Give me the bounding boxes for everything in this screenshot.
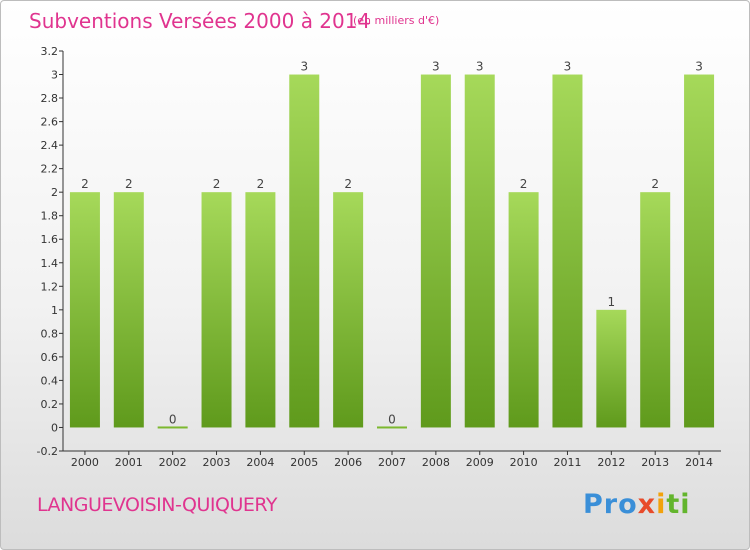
bar-2010 (508, 192, 539, 428)
bar-2002 (157, 426, 188, 429)
y-tick-label: 1.8 (41, 210, 59, 223)
bar-2003 (201, 192, 232, 428)
y-tick-label: -0.2 (37, 445, 58, 458)
bar-value-label: 3 (476, 60, 484, 74)
y-tick-label: 1.2 (41, 280, 59, 293)
logo-part-2: x (637, 489, 657, 520)
y-tick-label: 1.4 (41, 257, 59, 270)
y-tick-label: 2.8 (41, 92, 59, 105)
bar-value-label: 0 (388, 412, 396, 426)
y-tick-label: 0.6 (41, 351, 59, 364)
bar-2013 (640, 192, 671, 428)
bar-2007 (377, 426, 407, 429)
y-tick-label: 2.6 (41, 116, 59, 129)
x-tick-label: 2008 (422, 456, 450, 469)
bar-value-label: 3 (695, 60, 703, 74)
bar-2001 (113, 192, 144, 428)
y-tick-label: 0 (51, 421, 58, 434)
y-tick-label: 0.8 (41, 327, 59, 340)
bar-2014 (684, 74, 715, 428)
y-tick-label: 2.4 (41, 139, 59, 152)
x-tick-label: 2010 (510, 456, 538, 469)
bar-2005 (289, 74, 320, 428)
x-tick-label: 2014 (685, 456, 713, 469)
logo-part-1: Pro (583, 489, 638, 520)
chart-title: Subventions Versées 2000 à 2014 (29, 9, 371, 33)
bar-value-label: 1 (608, 295, 616, 309)
bar-value-label: 3 (432, 60, 440, 74)
bar-2008 (420, 74, 451, 428)
x-tick-label: 2009 (466, 456, 494, 469)
bar-value-label: 2 (125, 177, 133, 191)
bar-value-label: 2 (651, 177, 659, 191)
x-tick-label: 2001 (115, 456, 143, 469)
proxiti-logo: Proxiti (583, 489, 691, 520)
chart-bars (69, 74, 715, 429)
chart-labels: 2 2 0 2 2 3 2 0 3 3 2 3 1 2 3 (81, 60, 703, 427)
x-tick-label: 2002 (159, 456, 187, 469)
bar-value-label: 2 (344, 177, 352, 191)
x-tick-label: 2013 (641, 456, 669, 469)
y-tick-label: 3 (51, 69, 58, 82)
y-tick-label: 0.4 (41, 374, 59, 387)
x-tick-label: 2005 (290, 456, 318, 469)
bar-value-label: 3 (300, 60, 308, 74)
bar-value-label: 2 (520, 177, 528, 191)
bar-value-label: 3 (564, 60, 572, 74)
logo-part-3: i (656, 489, 667, 520)
y-tick-label: 2 (51, 186, 58, 199)
bar-2012 (596, 309, 627, 428)
bar-2009 (464, 74, 495, 428)
y-tick-label: 2.2 (41, 163, 59, 176)
bar-value-label: 0 (169, 412, 177, 426)
bar-value-label: 2 (213, 177, 221, 191)
x-tick-label: 2004 (246, 456, 274, 469)
chart-unit-subtitle: (en milliers d'€) (353, 14, 440, 27)
logo-part-4: ti (666, 489, 691, 520)
x-tick-label: 2007 (378, 456, 406, 469)
bar-2000 (69, 192, 100, 428)
bar-value-label: 2 (81, 177, 89, 191)
y-tick-label: 1 (51, 304, 58, 317)
bar-2006 (333, 192, 364, 428)
y-tick-label: 3.2 (41, 45, 59, 58)
x-tick-label: 2006 (334, 456, 362, 469)
bar-2011 (552, 74, 583, 428)
x-tick-label: 2000 (71, 456, 99, 469)
y-tick-label: 1.6 (41, 233, 59, 246)
bar-2004 (245, 192, 276, 428)
x-tick-label: 2012 (597, 456, 625, 469)
chart-axes: -0.2 0 0.2 0.4 0.6 0.8 1 1.2 1.4 1.6 1.8 2 2.2 2.4 2.6… (37, 45, 721, 469)
x-tick-label: 2011 (553, 456, 581, 469)
bar-value-label: 2 (257, 177, 265, 191)
x-tick-label: 2003 (203, 456, 231, 469)
commune-name: LANGUEVOISIN-QUIQUERY (37, 494, 277, 516)
y-tick-label: 0.2 (41, 398, 59, 411)
